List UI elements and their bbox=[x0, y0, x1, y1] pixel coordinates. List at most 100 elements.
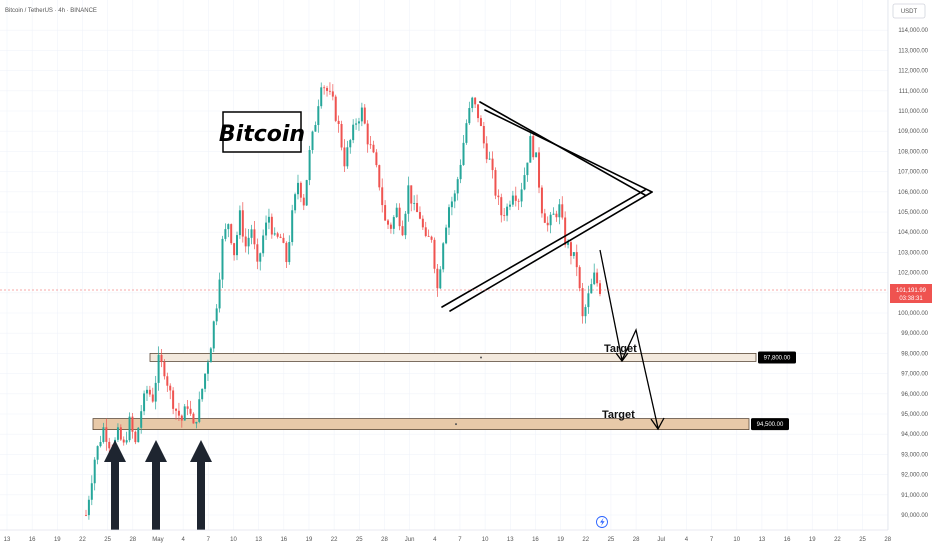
candle-body bbox=[500, 197, 503, 216]
price-tick-label: 100,000.00 bbox=[898, 311, 929, 317]
candle-body bbox=[468, 108, 471, 124]
price-tick-label: 109,000.00 bbox=[898, 129, 929, 135]
candle-body bbox=[567, 242, 570, 245]
time-tick-label: 19 bbox=[306, 537, 313, 543]
candle-body bbox=[413, 202, 416, 204]
candle-body bbox=[410, 185, 413, 204]
time-tick-label: 19 bbox=[54, 537, 61, 543]
candle-body bbox=[587, 293, 590, 308]
level-tag-label: 97,800.00 bbox=[764, 355, 791, 361]
candle-body bbox=[180, 415, 183, 421]
candle-body bbox=[590, 284, 593, 294]
lightning-icon[interactable] bbox=[596, 516, 608, 528]
candle-body bbox=[552, 213, 555, 215]
candle-body bbox=[337, 120, 340, 124]
time-tick-label: 7 bbox=[458, 537, 462, 543]
level-tag bbox=[758, 351, 796, 364]
time-tick-label: 16 bbox=[784, 537, 791, 543]
candle-body bbox=[593, 272, 596, 285]
candle-body bbox=[250, 229, 253, 238]
title-box[interactable] bbox=[222, 111, 302, 153]
candle-body bbox=[540, 187, 543, 214]
time-tick-label: 25 bbox=[356, 537, 363, 543]
candle-body bbox=[485, 143, 488, 160]
candle-body bbox=[421, 218, 424, 228]
lower-trendline-1[interactable] bbox=[441, 189, 646, 308]
candle-body bbox=[346, 147, 349, 167]
candle-body bbox=[195, 421, 198, 424]
candle-body bbox=[503, 215, 506, 217]
candle-body bbox=[323, 87, 326, 89]
candle-body bbox=[407, 185, 410, 214]
candle-body bbox=[273, 233, 276, 235]
candle-body bbox=[87, 499, 90, 516]
time-tick-label: 7 bbox=[207, 537, 211, 543]
candle-body bbox=[85, 515, 87, 516]
price-tick-label: 96,000.00 bbox=[901, 392, 928, 398]
price-tick-label: 90,000.00 bbox=[901, 513, 928, 519]
projection-path[interactable] bbox=[599, 249, 659, 429]
lower-trendline-2[interactable] bbox=[449, 191, 653, 312]
candle-body bbox=[163, 362, 166, 377]
candle-body bbox=[212, 321, 215, 349]
candle-body bbox=[456, 179, 459, 194]
candle-body bbox=[256, 244, 259, 262]
bounce-arrow-icon[interactable] bbox=[104, 440, 126, 530]
candle-body bbox=[575, 252, 578, 268]
candle-body bbox=[215, 308, 218, 322]
candle-body bbox=[352, 124, 355, 141]
time-tick-label: 13 bbox=[759, 537, 766, 543]
candle-body bbox=[169, 385, 172, 391]
time-tick-label: 13 bbox=[4, 537, 11, 543]
price-tick-label: 114,000.00 bbox=[898, 28, 928, 34]
candle-body bbox=[334, 96, 337, 121]
time-ticks: 13 16 19 22 25 28 May 4 7 10 13 16 19 22 25 28 Jun 4 7 10 13… bbox=[4, 537, 892, 543]
candle-body bbox=[308, 150, 311, 181]
target-label-1: Target bbox=[604, 343, 637, 355]
upper-trendline-2[interactable] bbox=[484, 109, 653, 193]
bounce-arrow-icon[interactable] bbox=[190, 440, 212, 530]
time-tick-label: 7 bbox=[710, 537, 714, 543]
time-axis[interactable] bbox=[0, 530, 888, 550]
price-tick-label: 94,000.00 bbox=[901, 432, 928, 438]
projection-arrowhead-2 bbox=[650, 417, 665, 431]
candle-body bbox=[119, 427, 122, 440]
candle-body bbox=[488, 158, 491, 160]
time-tick-label: 22 bbox=[834, 537, 841, 543]
candle-body bbox=[535, 152, 538, 158]
candle-body bbox=[143, 393, 146, 412]
candle-body bbox=[145, 389, 148, 394]
currency-label: USDT bbox=[901, 9, 918, 15]
level-tag bbox=[751, 418, 789, 431]
candle-body bbox=[122, 439, 125, 443]
symbol-header: Bitcoin / TetherUS · 4h · BINANCE bbox=[5, 8, 97, 14]
candle-body bbox=[311, 131, 314, 151]
currency-badge[interactable] bbox=[892, 3, 926, 19]
time-tick-label: 19 bbox=[557, 537, 564, 543]
candle-body bbox=[442, 243, 445, 270]
bounce-arrow-icon[interactable] bbox=[145, 440, 167, 530]
candle-body bbox=[561, 204, 564, 218]
candle-body bbox=[175, 408, 178, 411]
price-tick-label: 111,000.00 bbox=[899, 89, 929, 95]
time-tick-label: 16 bbox=[532, 537, 539, 543]
candle-body bbox=[166, 376, 169, 386]
chart-title: Bitcoin bbox=[219, 122, 305, 147]
candle-body bbox=[224, 229, 227, 239]
candle-body bbox=[384, 205, 387, 221]
candle-body bbox=[299, 182, 302, 198]
candle-body bbox=[186, 406, 189, 409]
price-tick-label: 104,000.00 bbox=[898, 230, 929, 236]
candle-body bbox=[599, 283, 601, 294]
candle-body bbox=[450, 201, 453, 208]
candle-body bbox=[276, 233, 279, 237]
price-tick-label: 108,000.00 bbox=[898, 149, 929, 155]
candle-body bbox=[209, 348, 212, 363]
candle-body bbox=[128, 416, 131, 441]
candle-body bbox=[140, 411, 143, 428]
time-tick-label: 28 bbox=[129, 537, 136, 543]
price-axis[interactable] bbox=[888, 0, 932, 550]
candle-body bbox=[288, 242, 291, 263]
candle-body bbox=[270, 216, 273, 235]
